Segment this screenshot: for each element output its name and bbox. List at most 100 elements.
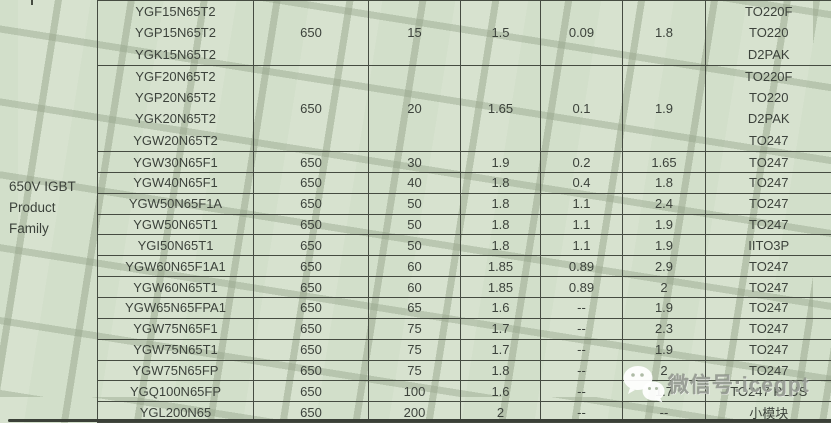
cell-current: 50	[368, 213, 461, 236]
cell-current: 200	[368, 401, 461, 423]
cell-current: 40	[368, 171, 461, 194]
cell-packages: TO247	[705, 296, 831, 319]
part-number: YGP20N65T2	[135, 90, 216, 106]
part-number: YGF15N65T2	[135, 4, 216, 19]
family-label-line: Family	[9, 221, 49, 236]
package-name: D2PAK	[747, 46, 790, 62]
cell-value: 1.1	[540, 234, 623, 257]
cell-current: 75	[368, 338, 461, 361]
cell-packages: TO247	[705, 151, 831, 173]
cell-value: 2.3	[622, 317, 706, 340]
cell-value: 1.7	[460, 317, 541, 340]
cell-current: 50	[368, 234, 461, 257]
cell-packages: TO220F TO220 D2PAK TO247	[705, 64, 831, 153]
cell-packages: TO247	[705, 171, 831, 194]
cell-packages: TO247	[705, 255, 831, 278]
cell-part-numbers: YGW60N65F1A1	[97, 255, 254, 278]
cell-value: 1.8	[460, 192, 541, 215]
cell-value: 1.8	[460, 171, 541, 194]
cell-packages: TO247 PLUS	[705, 380, 831, 403]
cell-value: 2	[622, 276, 706, 298]
cell-value: 1.65	[460, 64, 541, 153]
cell-current: 75	[368, 359, 461, 382]
cell-part-numbers: YGW50N65F1A	[97, 192, 254, 215]
package-name: TO220F	[745, 68, 793, 84]
cell-part-numbers: YGW75N65F1	[97, 317, 254, 340]
cell-packages: 小模块	[705, 401, 831, 423]
cell-packages: TO247	[705, 338, 831, 361]
cell-current: 20	[368, 64, 461, 153]
cell-part-numbers: YGF15N65T2 YGP15N65T2 YGK15N65T2	[97, 0, 254, 66]
cell-voltage: 650	[253, 359, 369, 382]
cell-current: 15	[368, 0, 461, 66]
cell-packages: TO247	[705, 359, 831, 382]
cell-value: 2.4	[622, 192, 706, 215]
table-row: YGW75N65F1 650 75 1.7 -- 2.3 TO247	[97, 317, 831, 340]
cell-part-numbers: YGW75N65T1	[97, 338, 254, 361]
cell-value: 1.6	[460, 380, 541, 403]
cell-value: 1.1	[540, 213, 623, 236]
package-name: TO220	[748, 90, 789, 106]
cell-value: 1.8	[460, 213, 541, 236]
cell-voltage: 650	[253, 380, 369, 403]
cell-voltage: 650	[253, 338, 369, 361]
cell-value: 0.89	[540, 276, 623, 298]
cell-packages: TO247	[705, 192, 831, 215]
cell-packages: TO247	[705, 317, 831, 340]
cell-value: --	[540, 317, 623, 340]
cell-value: 1.9	[460, 151, 541, 173]
cell-voltage: 650	[253, 255, 369, 278]
package-name: D2PAK	[747, 111, 790, 127]
cell-value: --	[540, 380, 623, 403]
cell-value: 1.8	[460, 359, 541, 382]
cell-value: 0.2	[540, 151, 623, 173]
table-row: YGW30N65F1 650 30 1.9 0.2 1.65 TO247	[97, 151, 831, 173]
cell-value: --	[540, 359, 623, 382]
cell-current: 65	[368, 296, 461, 319]
cell-current: 100	[368, 380, 461, 403]
table-row: YGW50N65F1A 650 50 1.8 1.1 2.4 TO247	[97, 192, 831, 215]
cropped-row-divider	[31, 0, 33, 5]
cell-current: 75	[368, 317, 461, 340]
cell-voltage: 650	[253, 171, 369, 194]
cell-voltage: 650	[253, 276, 369, 298]
package-name: TO220	[748, 25, 789, 41]
cell-voltage: 650	[253, 234, 369, 257]
cell-value: 1.8	[622, 171, 706, 194]
page-bottom-edge	[8, 418, 831, 422]
part-number: YGK15N65T2	[135, 46, 216, 62]
cell-value: --	[540, 296, 623, 319]
package-name: TO247	[748, 132, 789, 148]
table-row: YGW40N65F1 650 40 1.8 0.4 1.8 TO247	[97, 171, 831, 194]
table-row: YGI50N65T1 650 50 1.8 1.1 1.9 IITO3P	[97, 234, 831, 257]
table-row: YGF15N65T2 YGP15N65T2 YGK15N65T2 650 15 …	[97, 0, 831, 66]
cell-packages: TO220F TO220 D2PAK	[705, 0, 831, 66]
cell-value: 1.9	[622, 234, 706, 257]
cell-value: 0.4	[540, 171, 623, 194]
cell-voltage: 650	[253, 317, 369, 340]
cell-packages: TO247	[705, 276, 831, 298]
cell-part-numbers: YGL200N65	[97, 401, 254, 423]
cell-voltage: 650	[253, 192, 369, 215]
cell-part-numbers: YGI50N65T1	[97, 234, 254, 257]
table-row: YGW60N65F1A1 650 60 1.85 0.89 2.9 TO247	[97, 255, 831, 278]
part-number: YGK20N65T2	[135, 111, 216, 127]
cell-value: 1.8	[622, 0, 706, 66]
cell-value: 0.1	[540, 64, 623, 153]
cell-value: 1.8	[460, 234, 541, 257]
part-number: YGP15N65T2	[135, 25, 216, 41]
cell-value: 1.7	[460, 338, 541, 361]
part-number: YGW20N65T2	[133, 132, 218, 148]
cell-current: 60	[368, 276, 461, 298]
table-row: YGF20N65T2 YGP20N65T2 YGK20N65T2 YGW20N6…	[97, 64, 831, 153]
cell-value: 1.85	[460, 276, 541, 298]
cell-value: --	[622, 401, 706, 423]
cell-value: 1.65	[622, 151, 706, 173]
cell-packages: IITO3P	[705, 234, 831, 257]
package-name: TO220F	[745, 4, 793, 19]
cell-value: 1.5	[460, 0, 541, 66]
cell-part-numbers: YGQ100N65FP	[97, 380, 254, 403]
cell-value: --	[540, 338, 623, 361]
family-label-line: Product	[9, 200, 56, 215]
